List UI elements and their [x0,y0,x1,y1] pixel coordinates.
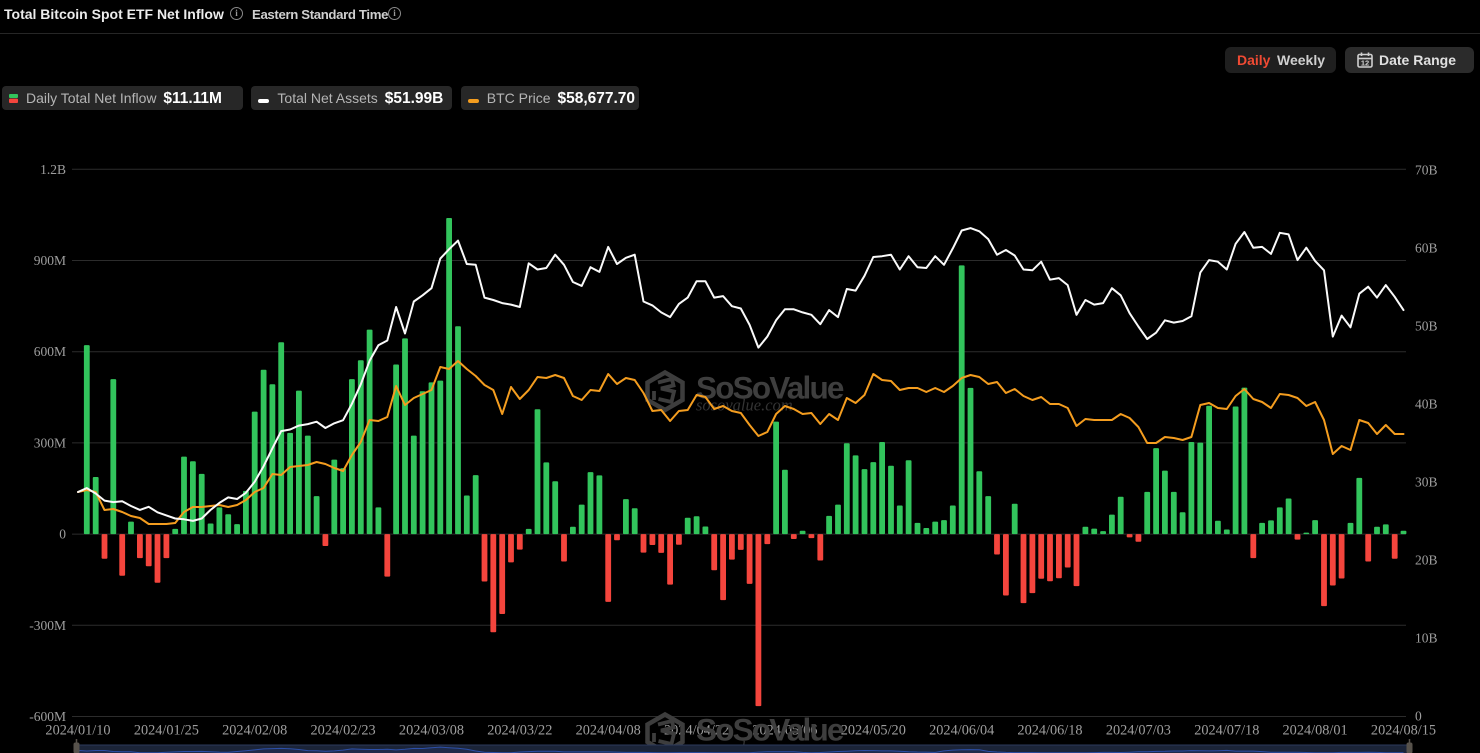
svg-text:SoSoValue: SoSoValue [696,711,844,747]
svg-text:2024/03/08: 2024/03/08 [399,723,464,739]
svg-text:20B: 20B [1415,553,1438,568]
svg-text:-300M: -300M [29,618,66,633]
svg-text:900M: 900M [34,253,66,268]
svg-text:2024/07/18: 2024/07/18 [1194,723,1259,739]
svg-text:2024/08/01: 2024/08/01 [1283,723,1348,739]
svg-text:2024/04/08: 2024/04/08 [576,723,641,739]
svg-text:60B: 60B [1415,240,1438,255]
svg-text:SoSoValue: SoSoValue [696,369,844,405]
svg-text:12: 12 [1361,59,1369,68]
svg-text:0: 0 [59,527,66,542]
svg-text:40B: 40B [1415,396,1438,411]
svg-text:0: 0 [1415,709,1422,724]
svg-text:1.2B: 1.2B [40,162,66,177]
svg-text:2024/08/15: 2024/08/15 [1371,723,1436,739]
svg-text:-600M: -600M [29,709,66,724]
svg-text:10B: 10B [1415,631,1438,646]
svg-text:2024/05/20: 2024/05/20 [841,723,906,739]
svg-text:30B: 30B [1415,474,1438,489]
svg-text:2024/01/25: 2024/01/25 [134,723,199,739]
svg-text:2024/06/04: 2024/06/04 [929,723,994,739]
svg-text:2024/07/03: 2024/07/03 [1106,723,1171,739]
svg-text:2024/03/22: 2024/03/22 [487,723,552,739]
svg-text:2024/02/23: 2024/02/23 [311,723,376,739]
svg-text:2024/02/08: 2024/02/08 [222,723,287,739]
svg-text:70B: 70B [1415,162,1438,177]
svg-text:2024/01/10: 2024/01/10 [45,723,110,739]
svg-text:50B: 50B [1415,318,1438,333]
svg-text:2024/06/18: 2024/06/18 [1017,723,1082,739]
svg-text:600M: 600M [34,344,66,359]
svg-text:2024/05/06: 2024/05/06 [752,723,817,739]
svg-text:300M: 300M [34,435,66,450]
svg-text:sosovalue.com: sosovalue.com [696,396,793,415]
